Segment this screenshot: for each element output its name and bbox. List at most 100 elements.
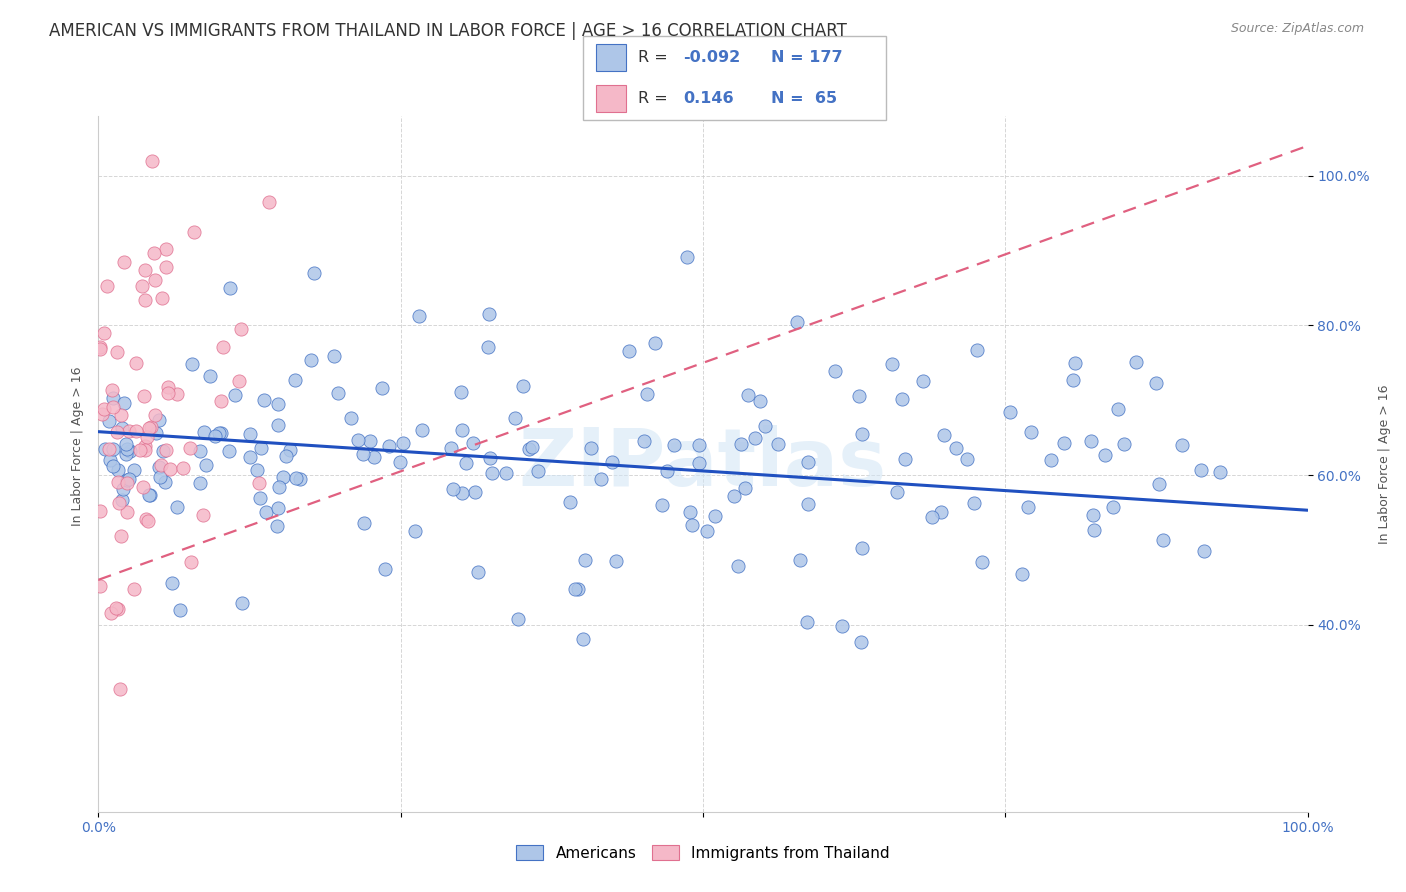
Point xyxy=(963,496,986,510)
Point xyxy=(107,462,129,476)
Text: 0.146: 0.146 xyxy=(683,91,734,106)
Point xyxy=(644,335,666,350)
Point xyxy=(159,462,181,476)
Point xyxy=(1107,402,1129,417)
Point xyxy=(111,421,134,435)
Point xyxy=(145,425,167,440)
Point xyxy=(134,293,156,308)
Point xyxy=(169,603,191,617)
Bar xyxy=(596,44,626,71)
Point xyxy=(153,475,176,489)
Point xyxy=(179,441,201,455)
Point xyxy=(441,482,464,496)
Point xyxy=(934,428,956,442)
Point xyxy=(115,505,138,519)
Point xyxy=(107,602,129,616)
Point xyxy=(1080,434,1102,449)
Point xyxy=(744,431,766,445)
Point xyxy=(115,436,138,450)
Point xyxy=(704,508,727,523)
FancyBboxPatch shape xyxy=(583,36,886,120)
Point xyxy=(285,470,308,484)
Point xyxy=(1112,437,1135,451)
Point xyxy=(340,411,363,425)
Point xyxy=(149,458,172,472)
Point xyxy=(105,345,128,359)
Point xyxy=(408,310,430,324)
Point xyxy=(155,260,177,275)
Point xyxy=(789,553,811,567)
Point xyxy=(218,444,240,458)
Point xyxy=(890,392,912,406)
Point xyxy=(107,496,129,510)
Point xyxy=(276,450,298,464)
Point xyxy=(579,442,602,456)
Point xyxy=(98,453,121,467)
Point xyxy=(120,443,142,458)
Point xyxy=(451,486,474,500)
Point xyxy=(142,245,165,260)
Point xyxy=(200,369,222,384)
Point xyxy=(1171,438,1194,452)
Point xyxy=(149,470,172,484)
Point xyxy=(655,464,678,478)
Point xyxy=(101,400,124,414)
Point xyxy=(676,251,699,265)
Text: N =  65: N = 65 xyxy=(770,91,837,106)
Point xyxy=(617,344,640,359)
Text: In Labor Force | Age > 16: In Labor Force | Age > 16 xyxy=(70,367,84,525)
Point xyxy=(848,389,870,403)
Point xyxy=(1011,566,1033,581)
Point xyxy=(131,279,153,293)
Point xyxy=(1017,500,1039,515)
Point xyxy=(115,447,138,461)
Point xyxy=(138,488,160,502)
Point xyxy=(768,436,790,450)
Point xyxy=(254,505,277,519)
Point xyxy=(371,381,394,395)
Point xyxy=(411,423,433,437)
Point xyxy=(231,322,253,336)
Text: AMERICAN VS IMMIGRANTS FROM THAILAND IN LABOR FORCE | AGE > 16 CORRELATION CHART: AMERICAN VS IMMIGRANTS FROM THAILAND IN … xyxy=(49,22,846,40)
Point xyxy=(125,424,148,438)
Point xyxy=(103,459,125,474)
Point xyxy=(250,441,273,455)
Point xyxy=(115,475,138,490)
Point xyxy=(136,514,159,528)
Point xyxy=(1081,508,1104,522)
Text: R =: R = xyxy=(638,50,673,65)
Point xyxy=(135,512,157,526)
Point xyxy=(134,443,156,458)
Point xyxy=(681,518,703,533)
Point xyxy=(727,559,749,574)
Point xyxy=(404,524,426,538)
Point xyxy=(824,364,846,378)
Point xyxy=(218,280,240,294)
Point xyxy=(195,458,218,472)
Point xyxy=(467,566,489,580)
Point xyxy=(664,437,686,451)
Point xyxy=(110,682,132,697)
Point xyxy=(363,450,385,464)
Point xyxy=(257,195,280,210)
Point xyxy=(1192,544,1215,558)
Point xyxy=(754,418,776,433)
Point xyxy=(111,492,134,507)
Point xyxy=(749,394,772,409)
Point xyxy=(94,442,117,457)
Point xyxy=(600,455,623,469)
Point xyxy=(138,421,160,435)
Point xyxy=(135,430,157,444)
Point xyxy=(1152,533,1174,548)
Point xyxy=(103,391,125,405)
Point xyxy=(929,505,952,519)
Point xyxy=(117,473,139,487)
Point xyxy=(134,263,156,277)
Point xyxy=(278,442,301,457)
Point xyxy=(98,414,121,428)
Point xyxy=(392,436,415,450)
Text: R =: R = xyxy=(638,91,678,106)
Point xyxy=(1019,425,1042,439)
Point xyxy=(224,388,246,402)
Legend: Americans, Immigrants from Thailand: Americans, Immigrants from Thailand xyxy=(510,838,896,867)
